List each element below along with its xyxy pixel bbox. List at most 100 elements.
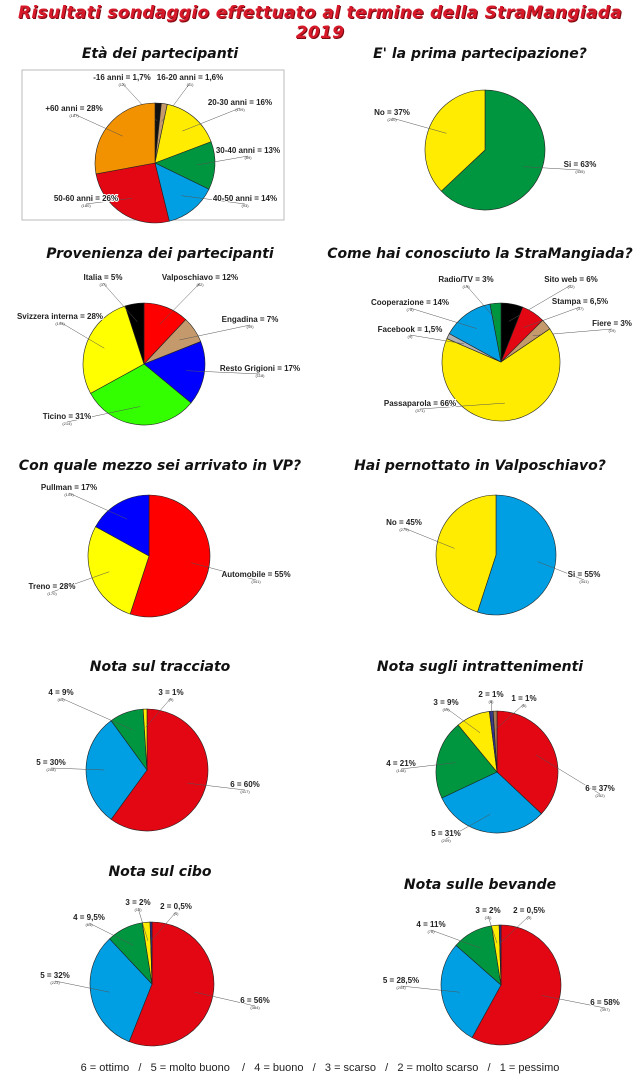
slice-count: (89) bbox=[244, 155, 252, 160]
slice-count: (109) bbox=[235, 107, 245, 112]
slice-label: 6 = 58% bbox=[590, 998, 620, 1007]
pie-slice bbox=[498, 924, 502, 986]
slice-count: (11) bbox=[485, 915, 492, 920]
slice-label: No = 37% bbox=[374, 108, 410, 117]
slice-count: (82) bbox=[196, 282, 204, 287]
slice-label: Cooperazione = 14% bbox=[371, 298, 449, 307]
chart-title-overnight: Hai pernottato in Valposchiavo? bbox=[354, 458, 606, 474]
slice-label: 5 = 31% bbox=[431, 829, 461, 838]
slice-count: (435) bbox=[575, 169, 585, 174]
slice-count: (9) bbox=[169, 697, 175, 702]
slice-label: No = 45% bbox=[386, 518, 422, 527]
leader-line bbox=[181, 195, 246, 205]
pie-slice bbox=[129, 494, 211, 618]
slice-count: (209) bbox=[441, 838, 451, 843]
leader-line bbox=[403, 527, 455, 549]
slice-count: (19) bbox=[608, 328, 616, 333]
leader-line bbox=[50, 767, 105, 771]
leader-line bbox=[500, 915, 530, 944]
slice-label: +60 anni = 28% bbox=[45, 104, 102, 113]
pie-slice bbox=[496, 710, 559, 815]
pie-slice bbox=[82, 305, 145, 394]
pie-slice bbox=[110, 708, 209, 832]
leader-line bbox=[400, 985, 460, 993]
pie-slice bbox=[441, 328, 561, 422]
pie-slice bbox=[471, 924, 562, 1046]
leader-line bbox=[391, 117, 447, 134]
slice-count: (397) bbox=[600, 1007, 610, 1012]
pie-slice bbox=[492, 710, 498, 773]
slice-count: (341) bbox=[579, 579, 589, 584]
chart-title-transport: Con quale mezzo sei arrivato in VP? bbox=[18, 458, 302, 474]
leader-line bbox=[179, 324, 251, 341]
slice-count: (3) bbox=[527, 915, 533, 920]
slice-count: (93) bbox=[241, 203, 249, 208]
leader-line bbox=[541, 995, 606, 1009]
leader-line bbox=[88, 922, 134, 946]
leader-line bbox=[182, 107, 241, 132]
slice-label: 2 = 1% bbox=[478, 690, 503, 699]
leader-line bbox=[59, 321, 105, 349]
slice-count: (417) bbox=[240, 789, 250, 794]
pie-chart-8: 6 = 56%(384) 5 = 32%(223) 4 = 9,5%(64) 3 = … bbox=[39, 897, 271, 1047]
slice-count: (341) bbox=[251, 579, 261, 584]
leader-line bbox=[85, 198, 133, 205]
pie-slice bbox=[440, 89, 546, 211]
leader-line bbox=[419, 402, 505, 410]
slice-label: 40-50 anni = 14% bbox=[213, 194, 277, 203]
leader-line bbox=[495, 703, 525, 730]
pie-chart-6: 6 = 60%(417) 5 = 30%(208) 4 = 9%(64) 3 = 1%… bbox=[35, 687, 261, 832]
chart-title-route: Nota sul tracciato bbox=[89, 659, 231, 675]
slice-count: (204) bbox=[396, 985, 406, 990]
pie-slice bbox=[448, 303, 502, 363]
leader-line bbox=[487, 915, 498, 944]
rating-legend: 6 = ottimo / 5 = molto buono / 4 = buono… bbox=[80, 1062, 560, 1074]
slice-label: 50-60 anni = 26% bbox=[54, 194, 118, 203]
slice-count: (6) bbox=[522, 703, 528, 708]
slice-count: (59) bbox=[442, 707, 450, 712]
leader-line bbox=[400, 762, 456, 770]
leader-line bbox=[523, 166, 581, 171]
slice-count: (223) bbox=[50, 980, 60, 985]
pie-slice bbox=[143, 341, 206, 404]
slice-count: (9) bbox=[408, 334, 414, 339]
leader-line bbox=[490, 699, 494, 730]
leader-line bbox=[194, 991, 256, 1007]
leader-line bbox=[102, 282, 138, 322]
slice-label: Passaparola = 66% bbox=[384, 399, 456, 408]
leader-line bbox=[409, 307, 477, 329]
slice-count: (148) bbox=[396, 768, 406, 773]
slice-count: (49) bbox=[246, 324, 254, 329]
leader-line bbox=[445, 813, 491, 840]
pie-slice bbox=[124, 302, 145, 365]
pie-slice bbox=[128, 921, 215, 1047]
slice-label: Radio/TV = 3% bbox=[438, 275, 493, 284]
slice-label: 4 = 11% bbox=[416, 920, 445, 929]
leader-line bbox=[409, 334, 464, 345]
pie-slice bbox=[441, 771, 542, 834]
slice-count: (384) bbox=[250, 1005, 260, 1010]
slice-label: 5 = 30% bbox=[36, 758, 66, 767]
slice-count: (187) bbox=[69, 113, 79, 118]
leader-line bbox=[66, 406, 141, 423]
slice-label: 16-20 anni = 1,6% bbox=[157, 73, 223, 82]
main-title: Risultati sondaggio effettuato al termin… bbox=[17, 3, 623, 43]
slice-label: 20-30 anni = 16% bbox=[208, 98, 272, 107]
slice-label: Svizzera interna = 28% bbox=[17, 312, 103, 321]
slice-label: Engadina = 7% bbox=[222, 315, 279, 324]
slice-label: 3 = 2% bbox=[125, 898, 150, 907]
slice-label: 6 = 56% bbox=[240, 996, 270, 1005]
leader-line bbox=[145, 697, 172, 728]
pie-chart-5: Si = 55%(341) No = 45%(279) bbox=[385, 494, 601, 616]
slice-label: Facebook = 1,5% bbox=[378, 325, 443, 334]
slice-count: (194) bbox=[55, 321, 65, 326]
slice-label: Fiere = 3% bbox=[592, 319, 632, 328]
slice-count: (8) bbox=[489, 699, 495, 704]
slice-label: 4 = 9,5% bbox=[73, 913, 105, 922]
slice-count: (64) bbox=[85, 922, 93, 927]
slice-label: 5 = 28,5% bbox=[383, 976, 419, 985]
slice-count: (11) bbox=[187, 82, 194, 87]
leader-line bbox=[137, 907, 149, 941]
pie-slice bbox=[435, 494, 497, 613]
